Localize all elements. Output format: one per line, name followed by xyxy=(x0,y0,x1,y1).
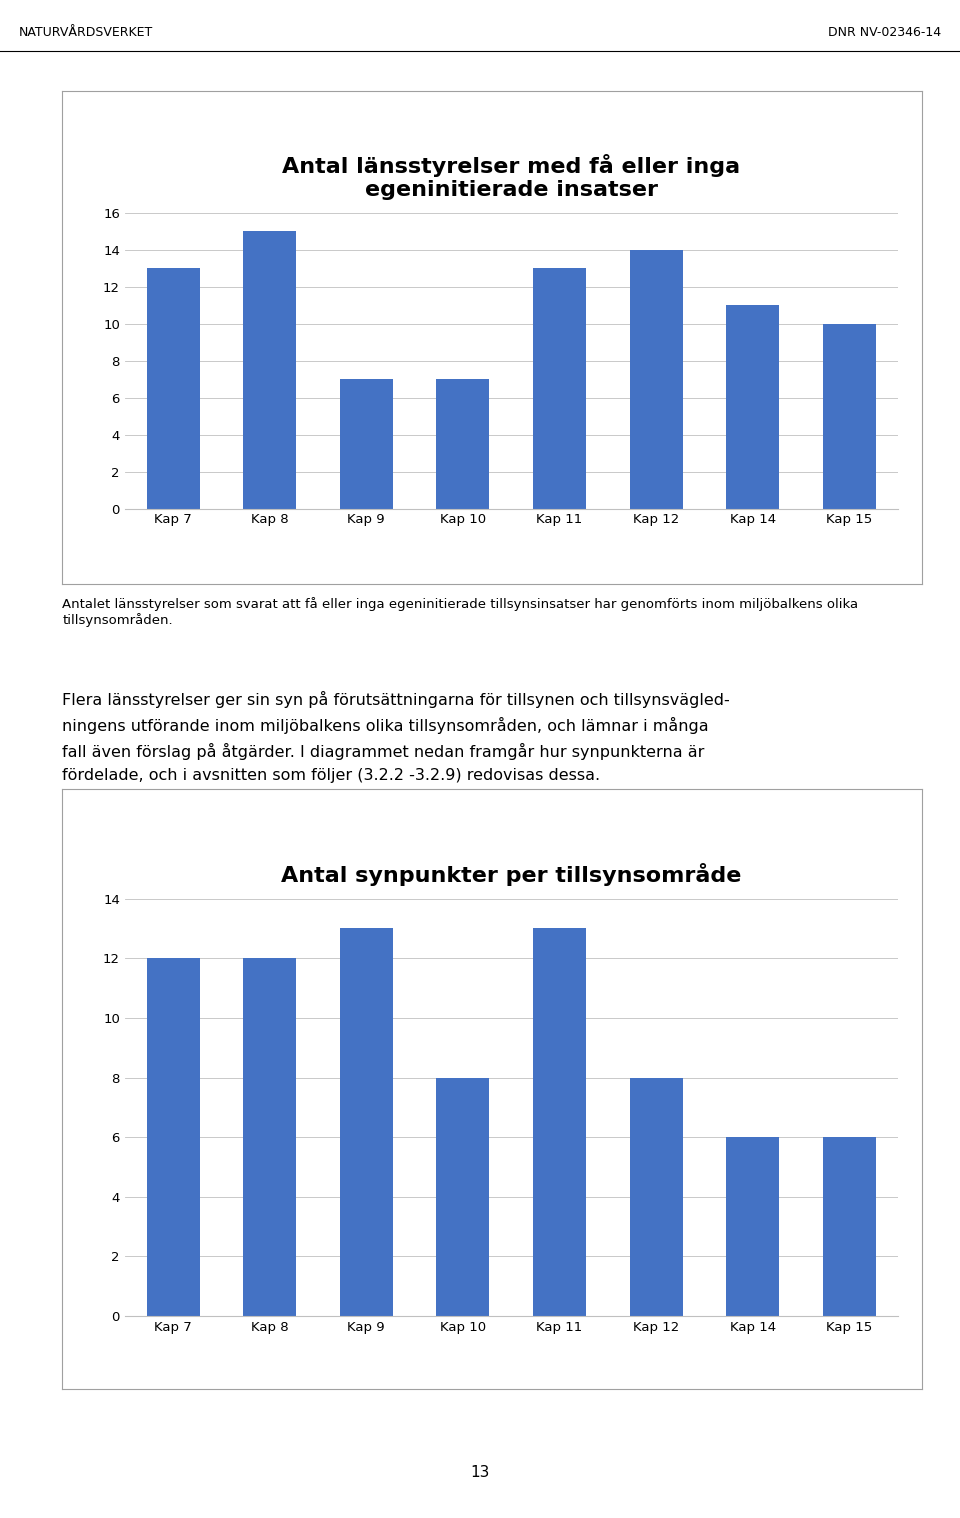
Bar xyxy=(823,323,876,509)
Bar xyxy=(437,380,490,509)
Bar xyxy=(726,1137,780,1316)
Bar xyxy=(340,929,393,1316)
Text: Flera länsstyrelser ger sin syn på förutsättningarna för tillsynen och tillsynsv: Flera länsstyrelser ger sin syn på förut… xyxy=(62,691,731,783)
Bar xyxy=(243,231,297,509)
Bar xyxy=(630,249,683,509)
Title: Antal synpunkter per tillsynsområde: Antal synpunkter per tillsynsområde xyxy=(281,864,741,887)
Bar xyxy=(630,1078,683,1316)
Bar xyxy=(533,929,586,1316)
Bar xyxy=(533,269,586,509)
Bar xyxy=(147,958,200,1316)
Bar xyxy=(823,1137,876,1316)
Text: Antalet länsstyrelser som svarat att få eller inga egeninitierade tillsynsinsats: Antalet länsstyrelser som svarat att få … xyxy=(62,597,858,627)
Text: DNR NV-02346-14: DNR NV-02346-14 xyxy=(828,26,941,39)
Title: Antal länsstyrelser med få eller inga
egeninitierade insatser: Antal länsstyrelser med få eller inga eg… xyxy=(282,153,740,200)
Bar xyxy=(437,1078,490,1316)
Bar xyxy=(243,958,297,1316)
Text: NATURVÅRDSVERKET: NATURVÅRDSVERKET xyxy=(19,26,154,39)
Text: 13: 13 xyxy=(470,1465,490,1480)
Bar xyxy=(147,269,200,509)
Bar xyxy=(726,305,780,509)
Bar xyxy=(340,380,393,509)
